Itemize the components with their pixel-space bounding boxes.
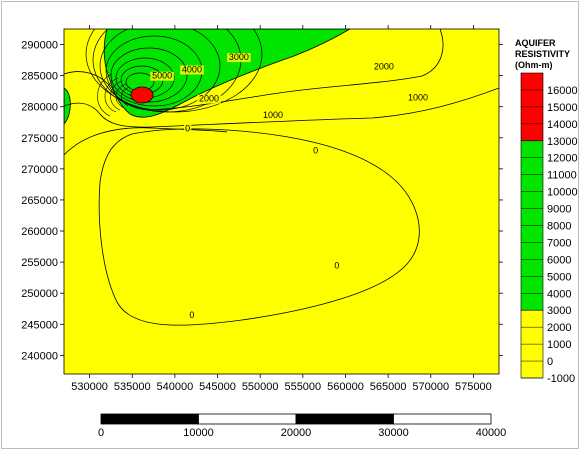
x-tick-label: 535000 <box>114 381 151 393</box>
colorbar-label: 6000 <box>547 254 571 266</box>
contour-label: 1000 <box>408 92 428 102</box>
contour-label: 2000 <box>374 61 394 71</box>
colorbar-label: -1000 <box>547 373 575 385</box>
colorbar-label: 16000 <box>547 85 578 97</box>
scale-bar-segment <box>393 413 492 425</box>
contour-label-bg <box>406 93 430 103</box>
colorbar-label: 4000 <box>547 288 571 300</box>
contour-label-bg <box>197 94 221 104</box>
y-tick-label: 260000 <box>21 226 58 238</box>
contour-0-loop <box>98 128 420 326</box>
x-tick-label: 560000 <box>327 381 364 393</box>
colorbar-label: 9000 <box>547 204 571 216</box>
x-tick-label: 570000 <box>412 381 449 393</box>
contour-labels: 5000 4000 3000 2000 2000 1000 1000 0 0 0 0 <box>150 52 430 321</box>
contour-0-north <box>64 127 228 156</box>
colorbar-label: 3000 <box>547 305 571 317</box>
colorbar-ticks: 1600015000140001300012000110001000090008… <box>521 85 578 385</box>
plot-border <box>63 28 500 375</box>
x-tick-label: 545000 <box>199 381 236 393</box>
contour-label-bg <box>183 124 192 134</box>
y-tick-label: 255000 <box>21 257 58 269</box>
contour-label-bg <box>150 71 174 81</box>
x-axis: 530000 535000 540000 545000 550000 555000 5600… <box>71 25 492 393</box>
contour-label-bg <box>311 146 320 156</box>
colorbar-label: 0 <box>547 356 553 368</box>
contour-label-bg <box>372 62 396 72</box>
green-zone-north <box>103 29 351 118</box>
scale-bar-label: 20000 <box>281 427 312 439</box>
y-tick-label: 275000 <box>21 133 58 145</box>
colorbar-label: 14000 <box>547 119 578 131</box>
scale-bar-label: 30000 <box>378 427 409 439</box>
contour-label-bg <box>180 65 204 75</box>
contour-label-bg <box>333 261 341 271</box>
scale-bar-label: 40000 <box>476 427 507 439</box>
contour-label-bg <box>188 311 196 321</box>
scale-bar: 0 10000 20000 30000 40000 <box>98 413 507 439</box>
contour-label: 1000 <box>263 110 283 120</box>
legend-title-line-3: (Ohm-m) <box>515 60 553 70</box>
y-tick-label: 285000 <box>21 71 58 83</box>
y-tick-label: 265000 <box>21 195 58 207</box>
contour-label: 2000 <box>199 94 219 104</box>
colorbar-label: 10000 <box>547 187 578 199</box>
contour-2000 <box>64 29 444 111</box>
y-axis: 240000 245000 250000 255000 260000 265000 2700… <box>21 40 503 362</box>
y-tick-label: 280000 <box>21 102 58 114</box>
colorbar-label: 11000 <box>547 170 577 182</box>
scale-bar-segment <box>100 413 199 425</box>
legend-title-line-2: RESISTIVITY <box>515 49 570 59</box>
y-tick-label: 240000 <box>21 350 58 362</box>
colorbar-label: 13000 <box>547 136 578 148</box>
contour-label: 0 <box>185 124 190 134</box>
scale-bar-segment <box>198 413 297 425</box>
colorbar-label: 7000 <box>547 237 571 249</box>
contour-label: 0 <box>189 310 194 320</box>
contour-1000 <box>64 87 499 128</box>
x-tick-label: 540000 <box>157 381 194 393</box>
x-tick-label: 565000 <box>370 381 407 393</box>
x-tick-label: 555000 <box>284 381 321 393</box>
colorbar-label: 15000 <box>547 102 578 114</box>
colorbar-label: 5000 <box>547 271 571 283</box>
x-tick-label: 550000 <box>242 381 279 393</box>
x-tick-label: 530000 <box>71 381 108 393</box>
legend: AQUIFER RESISTIVITY (Ohm-m) 16000 15000 14… <box>515 38 578 385</box>
scale-bar-label: 0 <box>98 427 104 439</box>
contour-label: 0 <box>313 145 318 155</box>
contour-label: 5000 <box>152 71 172 81</box>
legend-title-line-1: AQUIFER <box>515 38 556 48</box>
contour-label-bg <box>227 53 251 63</box>
contour-label: 3000 <box>229 52 249 62</box>
scale-bar-segment <box>295 413 394 425</box>
contour-label-bg <box>261 110 285 120</box>
colorbar-label: 8000 <box>547 221 571 233</box>
contour-label: 0 <box>334 260 339 270</box>
y-tick-label: 250000 <box>21 288 58 300</box>
colorbar-label: 1000 <box>547 339 571 351</box>
y-tick-label: 270000 <box>21 164 58 176</box>
x-tick-label: 575000 <box>455 381 492 393</box>
contour-label: 4000 <box>182 65 202 75</box>
y-tick-label: 290000 <box>21 40 58 52</box>
red-zone-peak <box>130 86 154 104</box>
colorbar-label: 2000 <box>547 322 571 334</box>
y-tick-label: 245000 <box>21 319 58 331</box>
dense-contours <box>97 73 131 117</box>
colorbar-label: 12000 <box>547 153 578 165</box>
scale-bar-label: 10000 <box>183 427 214 439</box>
